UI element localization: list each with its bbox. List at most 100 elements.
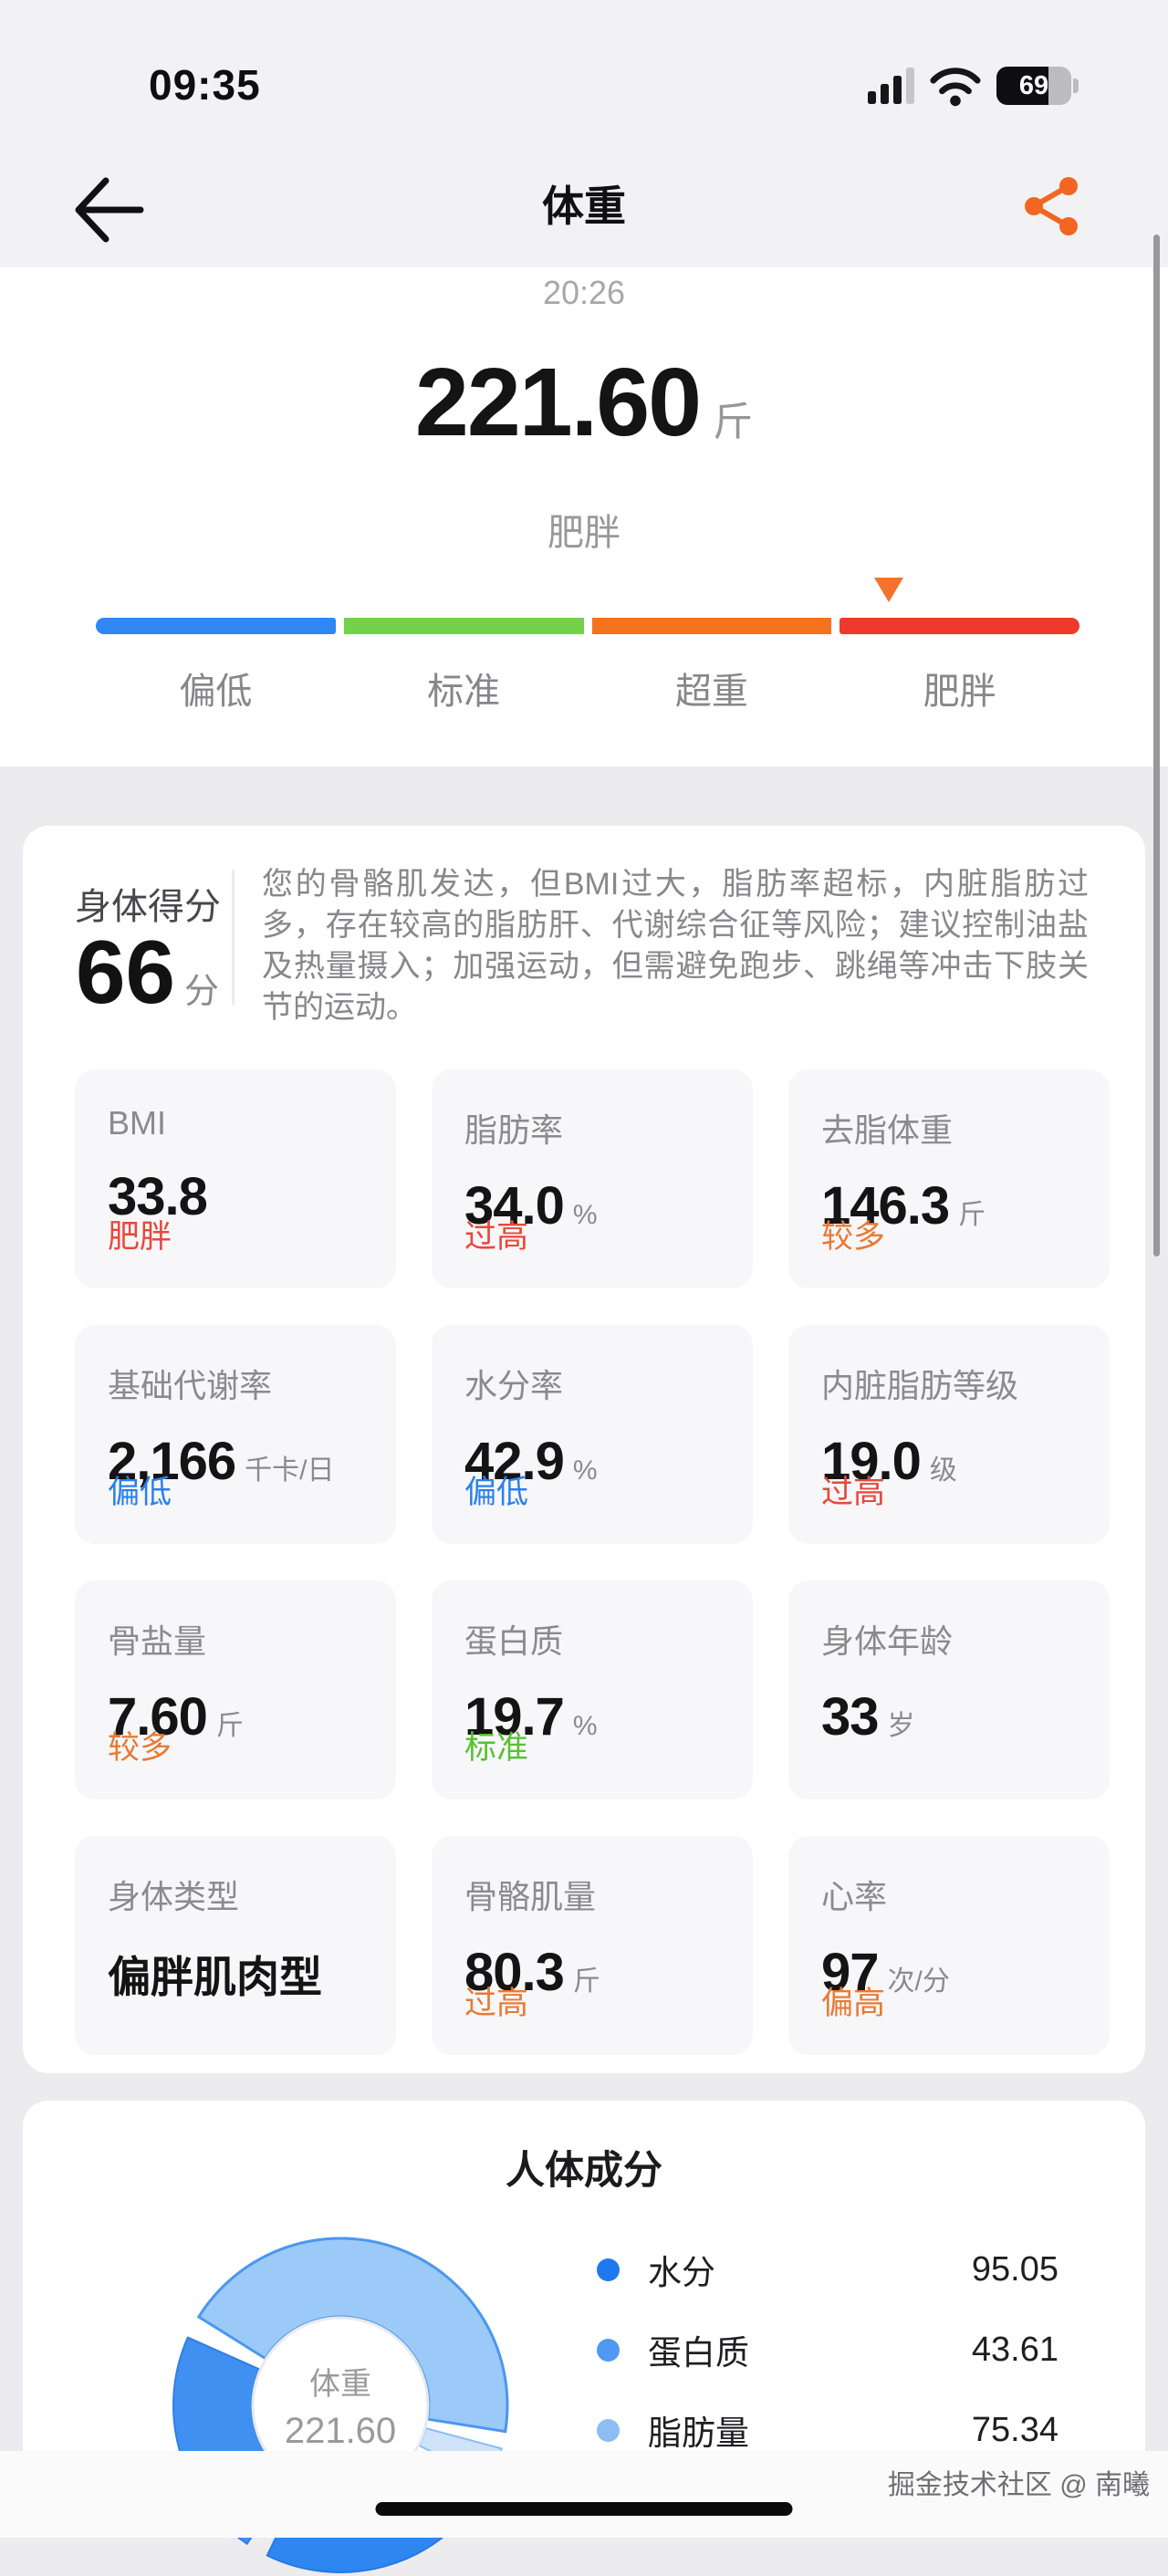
weight-unit: 斤 xyxy=(713,400,754,444)
metric-status: 过高 xyxy=(464,1986,529,2021)
body-score-label: 身体得分 xyxy=(75,887,221,927)
weight-hero-section: 20:26 221.60 斤 肥胖 偏低 标准 超重 肥胖 xyxy=(0,267,1168,767)
scale-segment xyxy=(96,618,336,634)
weight-category: 肥胖 xyxy=(548,513,620,553)
legend-dot-icon xyxy=(597,2418,620,2442)
metric-tile[interactable]: 心率 97 次/分 偏高 xyxy=(788,1836,1110,2055)
metric-label: 基础代谢率 xyxy=(108,1367,273,1404)
metric-value: 80.3 xyxy=(464,1943,565,2002)
share-button[interactable] xyxy=(1015,170,1088,243)
metric-status: 较多 xyxy=(821,1219,886,1255)
metric-unit: % xyxy=(572,1200,598,1230)
metric-unit: 岁 xyxy=(887,1711,915,1741)
metric-label: 身体类型 xyxy=(108,1878,240,1915)
weight-scale xyxy=(96,578,1079,634)
metric-status: 肥胖 xyxy=(108,1219,172,1255)
metric-status: 过高 xyxy=(464,1219,529,1255)
legend-row: 脂肪量 75.34 xyxy=(597,2408,1058,2452)
legend-value: 75.34 xyxy=(971,2410,1058,2449)
metric-label: 骨盐量 xyxy=(108,1622,207,1660)
metric-status: 偏高 xyxy=(821,1986,886,2021)
status-time: 09:35 xyxy=(149,61,261,109)
metric-label: BMI xyxy=(108,1104,167,1142)
metrics-grid: BMI 33.8 肥胖 脂肪率 34.0% 过高 去脂体重 146.3 斤较多 基础代谢率 2,16… xyxy=(75,1069,1110,2055)
metric-label: 内脏脂肪等级 xyxy=(821,1367,1019,1404)
metric-status: 偏低 xyxy=(108,1475,172,1510)
metric-label: 骨骼肌量 xyxy=(464,1878,597,1915)
body-score: 66 分 xyxy=(76,921,219,1024)
metric-value: 33 xyxy=(821,1687,880,1747)
metric-value: 19.7 xyxy=(464,1687,565,1747)
metric-value: 97 xyxy=(821,1943,880,2002)
body-score-description: 您的骨骼肌发达，但BMI过大，脂肪率超标，内脏脂肪过多，存在较高的脂肪肝、代谢综… xyxy=(262,867,1089,1025)
legend-dot-icon xyxy=(597,2338,620,2362)
cellular-signal-icon xyxy=(868,68,914,104)
metric-tile[interactable]: 去脂体重 146.3 斤较多 xyxy=(788,1069,1110,1288)
weight-value: 221.60 xyxy=(414,349,702,456)
body-report-card: 身体得分 66 分 您的骨骼肌发达，但BMI过大，脂肪率超标，内脏脂肪过多，存在… xyxy=(23,826,1145,2073)
metric-value: 42.9 xyxy=(464,1432,565,1491)
legend-dot-icon xyxy=(597,2258,620,2281)
metric-unit: 斤 xyxy=(572,1966,600,1997)
metric-value: 7.60 xyxy=(108,1687,208,1747)
metric-unit: 级 xyxy=(929,1455,957,1486)
measurement-time: 20:26 xyxy=(542,274,626,311)
metric-unit: 次/分 xyxy=(887,1966,950,1997)
legend-label: 水分 xyxy=(648,2254,715,2291)
metric-label: 身体年龄 xyxy=(821,1622,954,1660)
metric-unit: % xyxy=(572,1711,598,1741)
legend-label: 脂肪量 xyxy=(648,2414,749,2452)
metric-unit: 千卡/日 xyxy=(245,1455,335,1486)
metric-value: 146.3 xyxy=(821,1176,950,1236)
metric-unit: % xyxy=(572,1455,598,1486)
scrollbar-thumb[interactable] xyxy=(1153,235,1160,1257)
metric-status: 过高 xyxy=(821,1475,886,1510)
donut-center-label: 体重 221.60 xyxy=(285,2359,396,2452)
scale-segment xyxy=(343,618,584,634)
metric-label: 脂肪率 xyxy=(464,1111,564,1149)
legend-label: 蛋白质 xyxy=(648,2334,749,2372)
metric-tile[interactable]: 身体年龄 33 岁 xyxy=(788,1580,1110,1799)
weight-readout: 221.60 斤 xyxy=(0,348,1168,458)
legend-value: 43.61 xyxy=(971,2330,1058,2369)
metric-tile[interactable]: 基础代谢率 2,166 千卡/日偏低 xyxy=(75,1325,396,1544)
legend-value: 95.05 xyxy=(971,2249,1058,2289)
bottom-overlay: 掘金技术社区 @ 南曦 xyxy=(0,2451,1168,2538)
metric-tile[interactable]: 身体类型 偏胖肌肉型 xyxy=(75,1836,396,2055)
page-title: 体重 xyxy=(542,183,626,230)
back-button[interactable] xyxy=(66,166,153,254)
metric-tile[interactable]: 骨骼肌量 80.3 斤过高 xyxy=(432,1836,753,2055)
weight-scale-labels: 偏低 标准 超重 肥胖 xyxy=(96,662,1079,714)
watermark: 掘金技术社区 @ 南曦 xyxy=(887,2470,1150,2500)
metric-unit: 斤 xyxy=(958,1200,986,1230)
metric-value: 偏胖肌肉型 xyxy=(108,1953,322,2001)
metric-value: 19.0 xyxy=(821,1432,922,1491)
status-bar: 09:35 69 xyxy=(0,53,1168,119)
metric-tile[interactable]: 水分率 42.9% 偏低 xyxy=(432,1325,753,1544)
nav-bar: 体重 xyxy=(0,153,1168,267)
battery-percent: 69 xyxy=(1018,70,1049,100)
metric-tile[interactable]: 内脏脂肪等级 19.0 级过高 xyxy=(788,1325,1110,1544)
metric-tile[interactable]: 骨盐量 7.60 斤较多 xyxy=(75,1580,396,1799)
metric-value: 2,166 xyxy=(108,1432,236,1491)
share-icon xyxy=(1025,177,1078,235)
body-score-unit: 分 xyxy=(184,973,220,1011)
battery-icon: 69 xyxy=(996,67,1079,105)
legend-row: 水分 95.05 xyxy=(597,2247,1058,2291)
home-indicator[interactable] xyxy=(375,2502,793,2516)
metric-label: 水分率 xyxy=(464,1367,564,1404)
metric-tile[interactable]: BMI 33.8 肥胖 xyxy=(75,1069,396,1288)
metric-tile[interactable]: 脂肪率 34.0% 过高 xyxy=(432,1069,753,1288)
metric-value: 34.0 xyxy=(464,1176,565,1236)
top-bar: 09:35 69 体重 xyxy=(0,0,1168,267)
scale-segment-label: 肥胖 xyxy=(923,672,996,712)
scale-segment-label: 标准 xyxy=(427,672,501,712)
donut-center-value: 221.60 xyxy=(284,2411,397,2451)
metric-label: 蛋白质 xyxy=(464,1622,564,1660)
donut-center-title: 体重 xyxy=(309,2367,371,2402)
metric-tile[interactable]: 蛋白质 19.7% 标准 xyxy=(432,1580,753,1799)
scale-segment xyxy=(591,618,832,634)
divider xyxy=(232,870,235,1005)
metric-label: 心率 xyxy=(821,1878,888,1915)
scale-segment xyxy=(840,618,1079,634)
